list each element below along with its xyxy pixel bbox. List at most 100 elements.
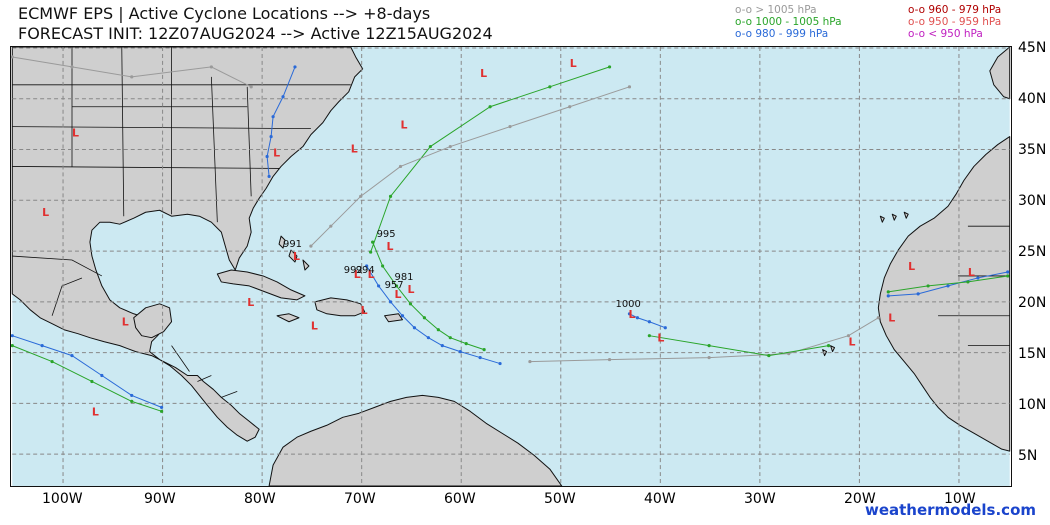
low-marker: L (848, 336, 855, 349)
track-point (946, 284, 950, 288)
bahamas-land (278, 235, 310, 271)
track-point (663, 326, 667, 330)
track-point (400, 314, 405, 318)
pressure-label: 1000 (616, 299, 641, 310)
lat-label: 40N (1018, 91, 1047, 107)
lon-label: 70W (344, 491, 376, 507)
lon-label: 100W (42, 491, 83, 507)
track-point (647, 320, 651, 324)
track-point (398, 164, 403, 169)
low-marker: L (311, 320, 318, 333)
track-point (271, 115, 275, 119)
track-point (159, 409, 164, 413)
track-point (707, 355, 711, 360)
low-marker: L (72, 127, 79, 140)
legend-lt-950: o-o < 950 hPa (908, 28, 983, 40)
track-point (130, 399, 134, 403)
track-point (90, 379, 94, 384)
low-marker: L (480, 67, 487, 80)
pressure-label: 991 (283, 239, 302, 250)
track-point (249, 85, 253, 89)
track-point (11, 344, 14, 348)
lon-label: 40W (644, 491, 676, 507)
africa-land (877, 136, 1011, 452)
track-point (464, 342, 468, 346)
lat-label: 45N (1018, 40, 1047, 56)
credit-link[interactable]: weathermodels.com (864, 501, 1036, 519)
track-point (488, 105, 492, 109)
track-point (281, 95, 285, 99)
track-point (293, 65, 297, 69)
track-line (649, 335, 829, 357)
track-point (1006, 274, 1010, 278)
track-point (40, 344, 44, 348)
storm-tracks (11, 55, 1010, 413)
track-line (629, 313, 666, 329)
track-point (498, 361, 502, 366)
puerto-rico-land (384, 313, 403, 323)
cyclone-track-map: L L L L L L L L L L L L L L L L L L L L L L L L 991 995 992 994… (10, 46, 1012, 487)
gridlines (12, 47, 1010, 486)
track-point (508, 125, 512, 129)
legend-gt-1005: o-o > 1005 hPa (735, 4, 817, 16)
track-line (366, 265, 501, 365)
track-point (412, 326, 417, 330)
track-point (448, 144, 452, 149)
title-line-2: FORECAST INIT: 12Z07AUG2024 --> Active 1… (18, 24, 493, 43)
low-marker: L (387, 240, 394, 253)
track-line (266, 66, 296, 177)
lon-label: 90W (144, 491, 176, 507)
pressure-label: 995 (377, 229, 396, 240)
pressure-label: 992 (344, 265, 363, 276)
track-point (448, 336, 452, 340)
low-marker: L (351, 143, 358, 156)
lon-label: 80W (244, 491, 276, 507)
canary-islands-land (879, 211, 909, 223)
pressure-label: 994 (356, 265, 375, 276)
track-point (100, 373, 104, 378)
track-point (627, 85, 632, 89)
track-point (70, 65, 74, 69)
low-marker: L (293, 250, 300, 263)
track-point (369, 250, 373, 254)
lat-label: 15N (1018, 346, 1047, 362)
track-point (408, 302, 413, 306)
title-line-1: ECMWF EPS | Active Cyclone Locations -->… (18, 4, 431, 23)
low-marker: L (247, 296, 254, 309)
track-point (826, 344, 831, 348)
low-marker: L (401, 119, 408, 132)
pressure-label: 957 (385, 280, 404, 291)
track-point (458, 350, 462, 354)
track-point (647, 334, 651, 338)
track-point (365, 264, 369, 268)
legend-980-999: o-o 980 - 999 hPa (735, 28, 829, 40)
lon-label: 50W (544, 491, 576, 507)
track-point (426, 336, 430, 340)
track-line (529, 317, 879, 363)
lat-label: 35N (1018, 142, 1047, 158)
lon-label: 30W (744, 491, 776, 507)
track-point (886, 290, 890, 294)
track-line (310, 86, 630, 247)
track-point (627, 312, 632, 316)
track-point (130, 75, 134, 79)
track-point (329, 224, 333, 228)
low-marker: L (122, 316, 129, 329)
track-point (440, 344, 444, 348)
low-marker: L (570, 57, 577, 70)
track-point (846, 334, 851, 338)
track-point (876, 316, 880, 320)
lon-label: 20W (844, 491, 876, 507)
lat-label: 30N (1018, 193, 1047, 209)
track-point (309, 244, 313, 248)
track-point (976, 276, 980, 280)
cuba-land (216, 269, 306, 301)
track-point (916, 292, 920, 296)
track-point (159, 405, 164, 409)
track-point (1006, 270, 1010, 274)
lat-label: 5N (1018, 448, 1038, 464)
lat-label: 20N (1018, 295, 1047, 311)
track-point (359, 194, 363, 198)
lat-label: 25N (1018, 244, 1047, 260)
track-line (370, 66, 610, 253)
